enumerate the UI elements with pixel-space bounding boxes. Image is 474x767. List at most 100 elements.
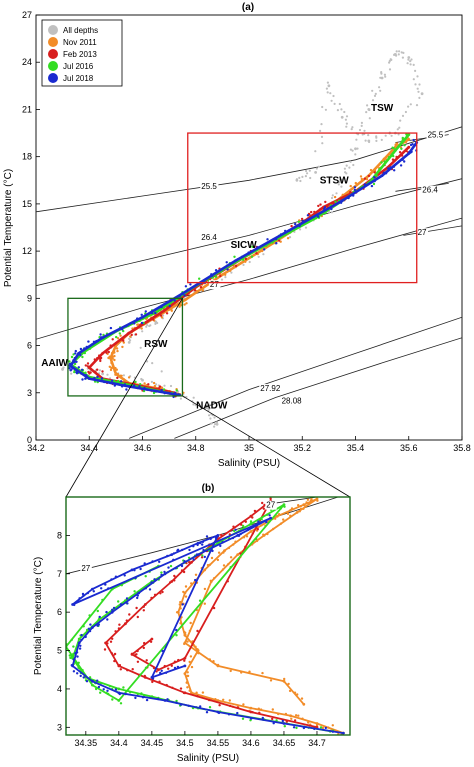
a-series-all-depths-point xyxy=(331,194,334,197)
legend-marker-jul-2018 xyxy=(48,73,58,83)
a-series-all-depths-point xyxy=(213,416,216,419)
b-series-jul-2016-point xyxy=(208,706,212,709)
b-series-feb-2013-point xyxy=(196,629,199,633)
a-series-all-depths-point xyxy=(373,94,377,97)
a-series-jul-2018-point xyxy=(125,388,128,391)
a-series-jul-2018-point xyxy=(72,359,75,362)
b-series-jul-2018-point xyxy=(114,688,118,691)
a-series-nov-2011-point xyxy=(221,273,224,277)
a-series-jul-2018-point xyxy=(189,283,192,286)
b-series-jul-2018 xyxy=(70,514,345,735)
b-series-feb-2013-point xyxy=(104,641,107,645)
a-isopycnal-28-08 xyxy=(174,337,462,439)
b-series-nov-2011-point xyxy=(293,691,297,694)
b-series-nov-2011-point xyxy=(259,708,263,711)
b-series-jul-2018-point xyxy=(100,587,103,590)
a-series-nov-2011-point xyxy=(115,368,119,371)
b-series-jul-2018-point xyxy=(160,669,163,672)
b-series-jul-2018-point xyxy=(202,548,205,552)
a-series-jul-2016-point xyxy=(372,182,376,186)
a-x-tick-label: 35.8 xyxy=(453,443,471,453)
a-series-jul-2018-point xyxy=(141,315,144,319)
a-series-feb-2013-point xyxy=(134,333,138,336)
b-series-nov-2011-point xyxy=(188,689,191,692)
b-series-jul-2018-point xyxy=(107,587,110,590)
a-y-tick-label: 3 xyxy=(27,388,32,398)
x-axis-label-b: Salinity (PSU) xyxy=(177,753,239,764)
a-series-all-depths-point xyxy=(388,68,392,71)
a-series-all-depths-point xyxy=(414,83,417,86)
a-series-all-depths-point xyxy=(305,169,308,173)
b-series-nov-2011-point xyxy=(190,665,194,669)
b-series-jul-2018-point xyxy=(292,726,296,729)
b-series-jul-2018-point xyxy=(331,730,335,733)
b-series-feb-2013-point xyxy=(142,609,145,612)
a-series-jul-2016-point xyxy=(73,362,77,366)
a-series-feb-2013-point xyxy=(392,159,395,162)
a-series-all-depths-point xyxy=(409,103,412,106)
a-series-all-depths-point xyxy=(208,403,211,406)
a-series-jul-2018-point xyxy=(178,295,181,298)
a-series-jul-2016-point xyxy=(84,371,87,374)
a-series-all-depths-point xyxy=(338,178,342,181)
a-series-jul-2018-point xyxy=(353,188,357,192)
x-axis-label-a: Salinity (PSU) xyxy=(218,458,280,469)
b-series-jul-2018-point xyxy=(141,696,145,699)
a-series-jul-2018-point xyxy=(150,311,154,315)
b-series-nov-2011-point xyxy=(290,507,294,510)
b-series-nov-2011-point xyxy=(213,577,216,580)
b-series-feb-2013-point xyxy=(220,533,223,537)
b-series-jul-2016-point xyxy=(76,663,79,666)
legend-label-all-depths: All depths xyxy=(63,26,98,35)
b-series-jul-2018-point xyxy=(163,572,167,576)
a-series-nov-2011-point xyxy=(112,349,116,353)
b-series-jul-2018-point xyxy=(91,679,94,683)
a-series-feb-2013-point xyxy=(398,151,402,154)
b-series-feb-2013-point xyxy=(155,670,158,673)
a-series-all-depths-point xyxy=(374,92,377,95)
a-series-nov-2011-point xyxy=(122,341,126,344)
b-series-feb-2013-point xyxy=(143,603,147,606)
b-series-jul-2018-point xyxy=(117,691,121,695)
a-series-all-depths-point xyxy=(321,105,324,109)
a-series-all-depths-point xyxy=(384,134,387,137)
a-series-jul-2018-point xyxy=(380,174,384,178)
b-series-nov-2011-point xyxy=(216,699,220,702)
a-series-jul-2016-point xyxy=(392,154,395,158)
a-series-feb-2013-point xyxy=(405,149,408,153)
b-series-nov-2011-point xyxy=(249,530,253,533)
b-series-feb-2013-point xyxy=(179,687,183,690)
a-series-jul-2018-point xyxy=(275,237,278,241)
b-series-jul-2018-point xyxy=(143,562,146,565)
b-series-feb-2013-point xyxy=(240,523,243,526)
b-series-feb-2013-point xyxy=(157,668,160,672)
b-series-jul-2018-point xyxy=(188,548,191,552)
a-series-all-depths-point xyxy=(383,73,386,76)
a-series-jul-2018-point xyxy=(266,238,269,241)
a-series-feb-2013-point xyxy=(145,321,148,324)
b-series-jul-2016-point xyxy=(68,654,72,657)
a-series-all-depths-point xyxy=(155,383,158,386)
a-series-jul-2018-point xyxy=(210,273,213,276)
a-series-feb-2013-point xyxy=(234,264,238,268)
a-series-all-depths-point xyxy=(106,373,109,376)
a-series-nov-2011-point xyxy=(140,327,143,330)
b-series-jul-2018-point xyxy=(209,537,212,541)
a-series-jul-2018-point xyxy=(298,224,301,228)
a-series-feb-2013-point xyxy=(363,177,367,180)
a-series-feb-2013-point xyxy=(319,203,322,206)
a-series-jul-2018-point xyxy=(133,322,136,325)
b-series-jul-2018-point xyxy=(183,560,186,563)
b-series-jul-2016-point xyxy=(160,571,163,574)
b-series-nov-2011-point xyxy=(229,669,232,673)
b-series-jul-2018-point xyxy=(236,534,240,537)
b-series-jul-2018-point xyxy=(272,722,275,725)
b-series-nov-2011-point xyxy=(310,500,314,503)
b-series-nov-2011-point xyxy=(315,497,319,501)
a-series-jul-2016-point xyxy=(383,160,386,163)
b-series-nov-2011-point xyxy=(194,573,198,576)
b-series-jul-2016-point xyxy=(295,726,298,730)
b-series-feb-2013-point xyxy=(159,592,162,595)
b-series-feb-2013-point xyxy=(244,520,247,523)
a-series-nov-2011-point xyxy=(395,142,399,145)
